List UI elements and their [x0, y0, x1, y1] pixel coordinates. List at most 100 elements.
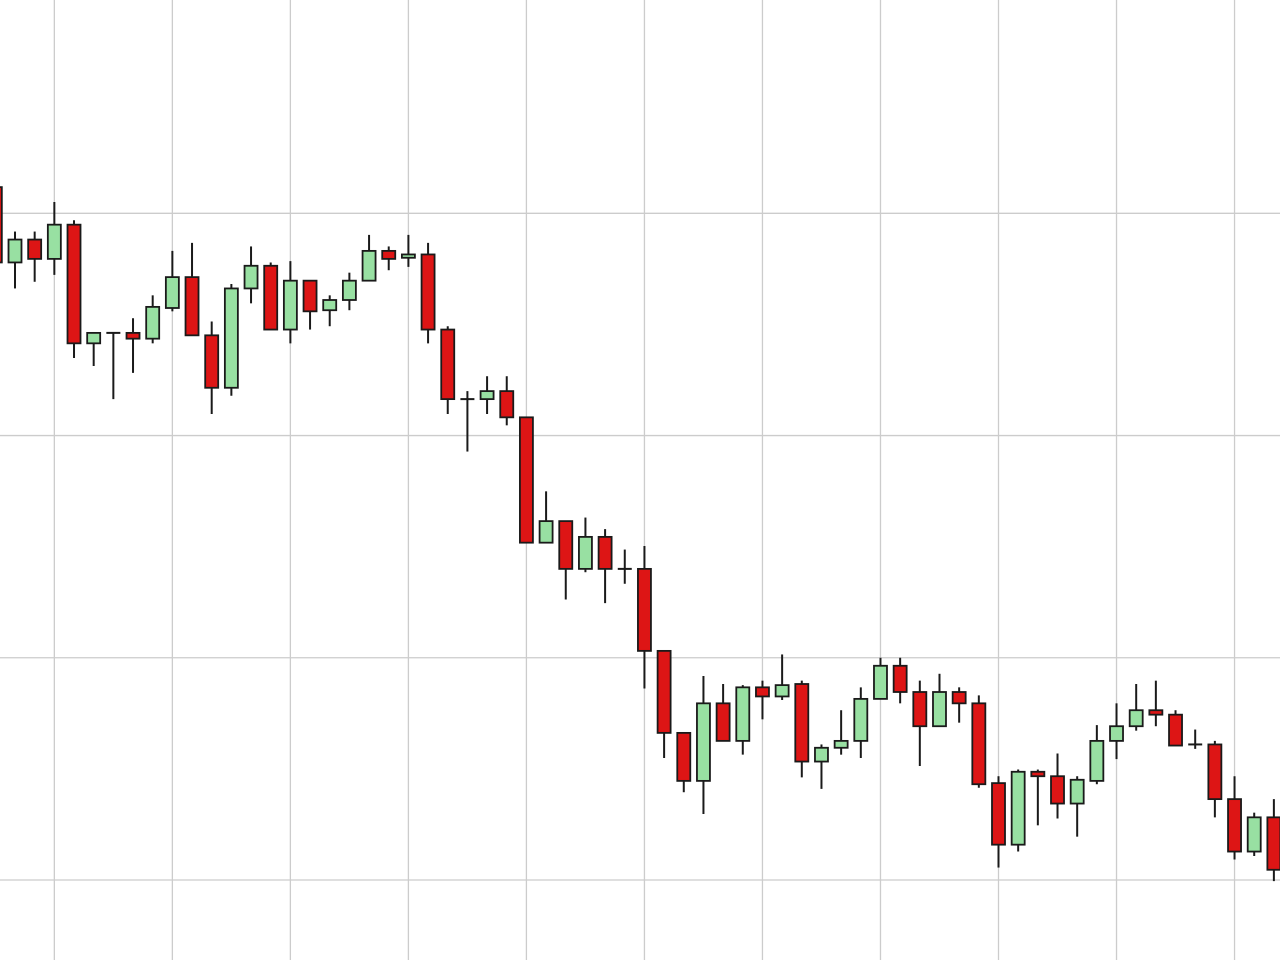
candle: [1030, 769, 1046, 826]
candle: [656, 649, 672, 758]
candle-body: [558, 520, 574, 570]
candle-body: [204, 334, 220, 389]
candle: [696, 676, 711, 814]
candle: [519, 416, 534, 544]
candle-body: [361, 249, 377, 282]
candle-body: [1030, 770, 1046, 778]
candle: [204, 321, 220, 414]
candle-body: [0, 186, 3, 264]
candle: [1168, 710, 1183, 747]
candle: [86, 331, 102, 366]
candle: [7, 231, 23, 289]
candle: [1069, 776, 1085, 837]
candle-body: [971, 702, 987, 786]
candle: [0, 186, 3, 264]
candle: [735, 685, 751, 755]
candle-body: [1010, 770, 1026, 846]
candle: [263, 262, 279, 331]
candle: [951, 687, 967, 723]
candle: [361, 234, 377, 282]
candle-body: [735, 686, 751, 742]
candle: [1207, 740, 1223, 818]
candle-body: [420, 253, 436, 331]
candle: [971, 695, 987, 788]
candle: [991, 776, 1006, 868]
candle: [46, 202, 62, 275]
candle-body: [341, 279, 357, 301]
candle: [420, 242, 436, 344]
candle-body: [1069, 778, 1085, 805]
candle: [145, 295, 161, 344]
candle: [774, 654, 790, 700]
candle-body: [1266, 816, 1280, 871]
candle-body: [1227, 798, 1242, 853]
candle-body: [164, 276, 180, 309]
candle: [479, 376, 495, 414]
candle: [833, 710, 849, 755]
candle-body: [912, 691, 928, 728]
candle-body: [774, 684, 790, 698]
candle: [794, 680, 810, 778]
candle: [223, 284, 239, 396]
candle-body: [755, 686, 770, 698]
candle: [106, 331, 121, 400]
candle: [460, 391, 475, 452]
candle-body: [637, 567, 652, 652]
candle-body: [715, 702, 731, 742]
candle-body: [499, 390, 515, 419]
candle: [66, 220, 82, 358]
candle-body: [538, 520, 554, 544]
candle: [381, 246, 397, 271]
candle-body: [1246, 816, 1262, 853]
candle-body: [696, 702, 711, 782]
candle-body: [125, 331, 141, 340]
candle: [341, 272, 357, 311]
candle: [27, 231, 43, 282]
candle: [932, 673, 947, 728]
candle: [1050, 753, 1065, 819]
candle: [676, 731, 692, 793]
candle: [164, 250, 180, 312]
candle: [400, 234, 416, 267]
candle-body: [243, 264, 259, 290]
candle-body: [223, 287, 239, 389]
candle-body: [46, 223, 62, 260]
candle: [1148, 680, 1164, 727]
candle: [282, 261, 298, 344]
candle-body: [440, 328, 456, 401]
candle-body: [302, 279, 318, 313]
candle-body: [814, 746, 829, 763]
candle-body: [7, 238, 23, 264]
candle-body: [519, 416, 534, 544]
candle-body: [1050, 775, 1065, 805]
candle-body: [66, 223, 82, 345]
candle-body: [597, 535, 613, 570]
candle: [597, 529, 613, 604]
candle-body: [676, 731, 692, 782]
candle-body: [794, 683, 810, 763]
candle-body: [145, 305, 161, 340]
candle-body: [1128, 709, 1144, 728]
candle: [755, 680, 770, 720]
candle: [243, 246, 259, 304]
candle-body: [184, 276, 200, 337]
candle-body: [263, 264, 279, 331]
candle-body: [1207, 743, 1223, 801]
candle-body: [873, 664, 888, 700]
candle: [1227, 776, 1242, 860]
candle-body: [951, 691, 967, 705]
candle: [302, 279, 318, 330]
candle-body: [1089, 739, 1105, 782]
candle-body: [892, 664, 908, 693]
candle-body: [322, 299, 338, 312]
candle: [715, 684, 731, 742]
candle: [1266, 799, 1280, 882]
candle: [637, 546, 652, 689]
candle: [617, 549, 632, 584]
candle: [1246, 812, 1262, 856]
candle-body: [656, 649, 672, 734]
candle-body: [991, 782, 1006, 846]
candle-body: [1109, 725, 1124, 742]
